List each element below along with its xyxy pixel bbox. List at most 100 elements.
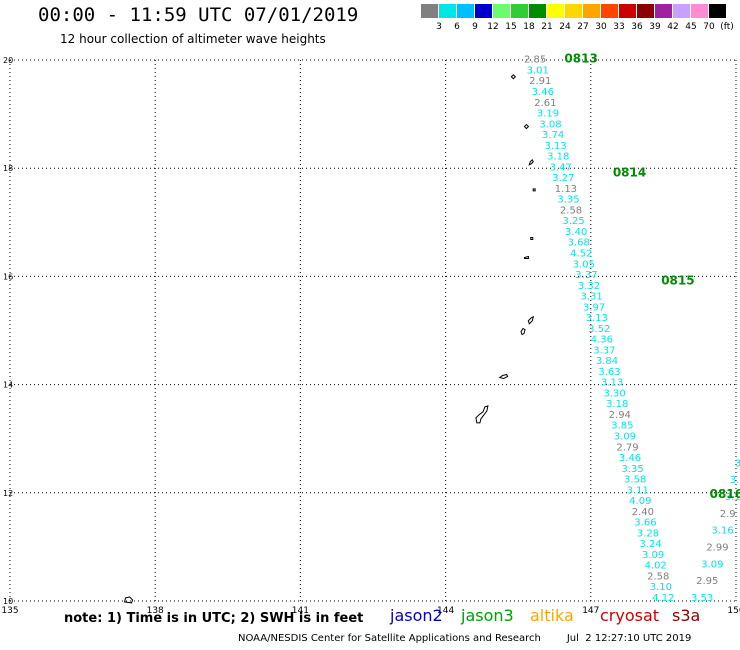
map-subtitle: 12 hour collection of altimeter wave hei… bbox=[60, 32, 326, 46]
swh-value: 3.46 bbox=[532, 87, 554, 98]
swh-value: 2.99 bbox=[706, 543, 728, 554]
swh-value: 2.94 bbox=[609, 410, 631, 421]
pass-time-label: 0813 bbox=[564, 52, 597, 66]
mission-altika: altika bbox=[530, 606, 574, 625]
legend-swatch bbox=[547, 4, 564, 18]
legend-swatch bbox=[637, 4, 654, 18]
legend-label: 3 bbox=[436, 22, 442, 32]
swh-value: 2.58 bbox=[560, 205, 582, 216]
swh-value: 3.35 bbox=[557, 195, 579, 206]
footer-credit: NOAA/NESDIS Center for Satellite Applica… bbox=[238, 633, 691, 644]
swh-value: 3.32 bbox=[578, 281, 600, 292]
legend-label: 27 bbox=[577, 22, 589, 32]
island-saipan bbox=[527, 315, 535, 325]
swh-value: 3.9 bbox=[730, 475, 740, 486]
swh-value: 3.11 bbox=[627, 485, 649, 496]
swh-value: 3.1 bbox=[735, 458, 740, 469]
swh-value: 3.74 bbox=[542, 130, 564, 141]
swh-value: 3.37 bbox=[575, 270, 597, 281]
swh-value: 1.13 bbox=[555, 184, 577, 195]
swh-value: 3.85 bbox=[611, 421, 633, 432]
lat-tick-label: 18 bbox=[3, 164, 13, 173]
island-asuncion bbox=[510, 74, 517, 80]
swh-value: 4.12 bbox=[652, 593, 674, 604]
swh-value: 3.08 bbox=[539, 119, 561, 130]
swh-value: 3.35 bbox=[621, 464, 643, 475]
swh-value: 4.52 bbox=[570, 248, 592, 259]
swh-value: 3.40 bbox=[565, 227, 587, 238]
swh-value: 3.31 bbox=[580, 292, 602, 303]
swh-value: 3.10 bbox=[650, 582, 672, 593]
swh-value: 2.40 bbox=[632, 507, 654, 518]
footer-note: note: 1) Time is in UTC; 2) SWH is in fe… bbox=[64, 611, 364, 626]
legend-label: 12 bbox=[487, 22, 499, 32]
island-anatahan bbox=[523, 255, 529, 259]
swh-value: 3.09 bbox=[701, 559, 723, 570]
legend-label: 42 bbox=[667, 22, 679, 32]
swh-value: 3.13 bbox=[586, 313, 608, 324]
lon-tick-label: 144 bbox=[437, 606, 454, 616]
swh-value: 2.79 bbox=[616, 442, 638, 453]
pass-time-label: 0816 bbox=[710, 487, 740, 501]
swh-value: 3.13 bbox=[545, 141, 567, 152]
mission-s3a: s3a bbox=[672, 606, 701, 625]
legend-label: 36 bbox=[631, 22, 643, 32]
legend-swatch bbox=[493, 4, 510, 18]
swh-value: 3.37 bbox=[593, 345, 615, 356]
legend-swatch bbox=[619, 4, 636, 18]
lat-tick-label: 14 bbox=[3, 381, 13, 390]
legend-label: 33 bbox=[613, 22, 625, 32]
legend-swatch bbox=[673, 4, 690, 18]
legend-swatch bbox=[601, 4, 618, 18]
swh-value: 3.18 bbox=[547, 152, 569, 163]
swh-value: 2.95 bbox=[696, 576, 718, 587]
mission-cryosat: cryosat bbox=[600, 606, 660, 625]
legend-label: 21 bbox=[541, 22, 553, 32]
map-title: 00:00 - 11:59 UTC 07/01/2019 bbox=[38, 4, 359, 26]
legend-swatch bbox=[691, 4, 708, 18]
swh-value: 3.58 bbox=[624, 475, 646, 486]
swh-value: 3.46 bbox=[619, 453, 641, 464]
legend-swatch bbox=[457, 4, 474, 18]
legend-label: 9 bbox=[472, 22, 478, 32]
island-sarigan bbox=[530, 237, 534, 241]
lon-tick-label: 150 bbox=[727, 606, 740, 616]
lon-tick-label: 138 bbox=[147, 606, 164, 616]
island-ngulu bbox=[123, 596, 134, 604]
swh-value: 3.05 bbox=[573, 259, 595, 270]
swh-value: 3.63 bbox=[598, 367, 620, 378]
swh-value: 3.27 bbox=[552, 173, 574, 184]
swh-value: 3.25 bbox=[562, 216, 584, 227]
legend-label: 30 bbox=[595, 22, 607, 32]
legend-swatch bbox=[583, 4, 600, 18]
legend-label: 70 bbox=[703, 22, 715, 32]
island-guam bbox=[475, 405, 489, 424]
swh-value: 2.58 bbox=[647, 571, 669, 582]
swh-value: 3.28 bbox=[637, 528, 659, 539]
pass-time-label: 0815 bbox=[661, 274, 694, 288]
lat-tick-label: 10 bbox=[3, 597, 13, 606]
legend-unit: (ft) bbox=[720, 22, 734, 32]
island-agrihan bbox=[523, 123, 530, 130]
mission-jason2: jason2 bbox=[390, 606, 443, 625]
swh-value: 3.30 bbox=[604, 388, 626, 399]
swh-value: 3.52 bbox=[588, 324, 610, 335]
legend-swatch bbox=[439, 4, 456, 18]
island-pagan bbox=[528, 158, 534, 166]
lon-tick-label: 141 bbox=[292, 606, 309, 616]
legend-label: 6 bbox=[454, 22, 460, 32]
swh-value: 3.68 bbox=[568, 238, 590, 249]
swh-value: 2.85 bbox=[524, 55, 546, 66]
swh-value: 3.24 bbox=[639, 539, 661, 550]
swh-value: 3.16 bbox=[711, 526, 733, 537]
legend-swatch bbox=[565, 4, 582, 18]
lon-tick-label: 135 bbox=[1, 606, 18, 616]
island-alamagan bbox=[532, 188, 536, 192]
legend-swatch bbox=[655, 4, 672, 18]
pass-time-label: 0814 bbox=[613, 165, 646, 179]
legend-label: 45 bbox=[685, 22, 697, 32]
swh-value: 3.09 bbox=[642, 550, 664, 561]
legend-label: 24 bbox=[559, 22, 571, 32]
legend-swatch bbox=[475, 4, 492, 18]
